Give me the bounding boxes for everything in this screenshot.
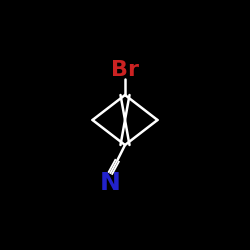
Text: N: N bbox=[100, 170, 120, 194]
Text: Br: Br bbox=[111, 60, 139, 80]
